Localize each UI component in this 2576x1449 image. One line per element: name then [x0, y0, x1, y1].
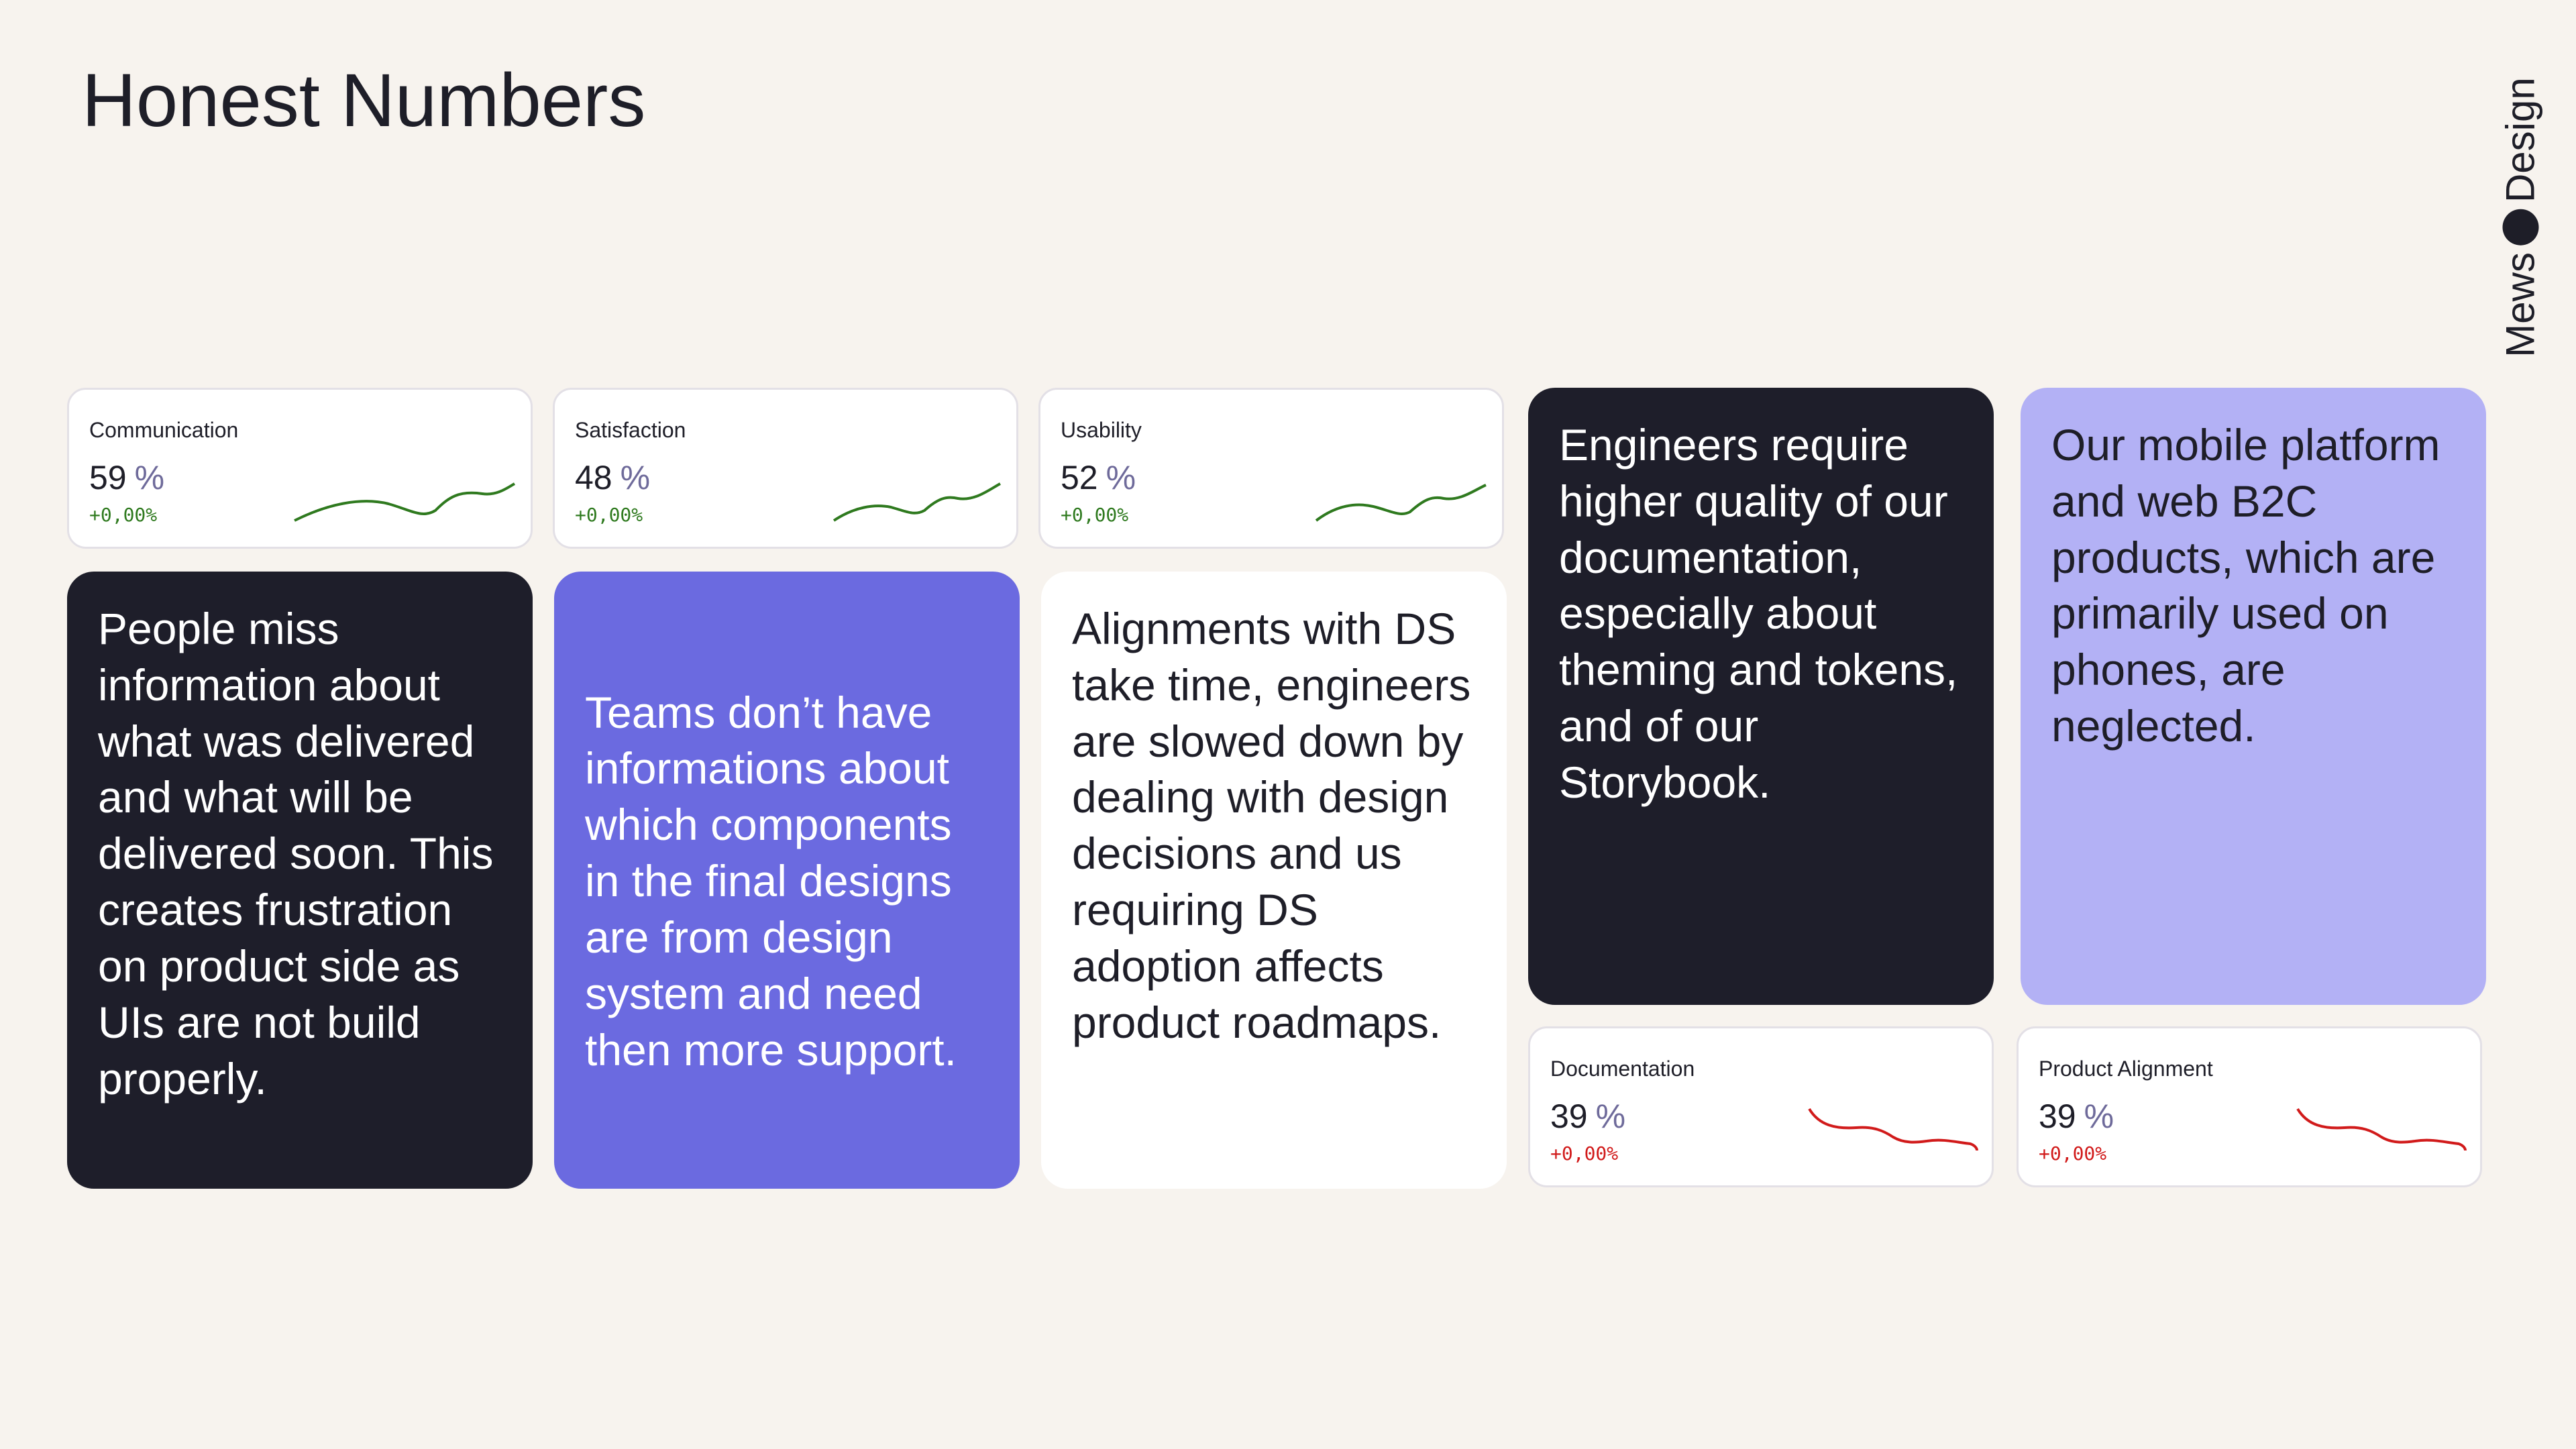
metric-unit: %: [2084, 1097, 2114, 1135]
metric-card-product-alignment: Product Alignment 39 % +0,00%: [2017, 1026, 2482, 1187]
statement-card-alignment: Alignments with DS take time, engineers …: [1041, 572, 1507, 1189]
sparkline-line: [2296, 1108, 2467, 1151]
metric-card-communication: Communication 59 % +0,00%: [67, 388, 533, 549]
metric-value: 52 %: [1061, 458, 1136, 497]
statement-card-documentation: Engineers require higher quality of our …: [1528, 388, 1994, 1005]
metric-label: Satisfaction: [575, 418, 686, 442]
sparkline-line: [833, 482, 1001, 522]
brand-logo: Mews Design: [2497, 76, 2544, 358]
metric-card-documentation: Documentation 39 % +0,00%: [1528, 1026, 1994, 1187]
brand-name-right: Design: [2498, 77, 2543, 203]
statement-text: Alignments with DS take time, engineers …: [1072, 604, 1471, 1047]
metric-change: +0,00%: [2039, 1142, 2107, 1165]
metric-number: 39: [2039, 1097, 2076, 1135]
metric-change: +0,00%: [1550, 1142, 1619, 1165]
sparkline-chart: [1808, 1108, 1978, 1151]
statement-text: Engineers require higher quality of our …: [1559, 420, 1958, 807]
metric-unit: %: [134, 459, 165, 496]
metric-unit: %: [620, 459, 651, 496]
statement-text: Teams don’t have informations about whic…: [585, 687, 957, 1075]
metric-change: +0,00%: [1061, 504, 1129, 526]
brand-name-left: Mews: [2498, 252, 2543, 358]
sparkline-line: [294, 482, 516, 522]
metric-value: 39 %: [2039, 1097, 2114, 1136]
metric-number: 48: [575, 459, 612, 496]
sparkline-chart: [1315, 484, 1487, 522]
metric-label: Usability: [1061, 418, 1142, 442]
page-title: Honest Numbers: [82, 58, 646, 142]
metric-number: 59: [89, 459, 127, 496]
metric-number: 52: [1061, 459, 1098, 496]
metric-unit: %: [1106, 459, 1136, 496]
sparkline-line: [1808, 1108, 1978, 1151]
metric-change: +0,00%: [89, 504, 158, 526]
statement-card-delivery: People miss information about what was d…: [67, 572, 533, 1189]
metric-value: 59 %: [89, 458, 164, 497]
metric-value: 48 %: [575, 458, 650, 497]
brand-dot-icon: [2502, 209, 2538, 246]
statement-text: People miss information about what was d…: [98, 604, 494, 1104]
sparkline-line: [1315, 484, 1487, 522]
statement-card-components: Teams don’t have informations about whic…: [554, 572, 1020, 1189]
metric-label: Communication: [89, 418, 239, 442]
metric-label: Product Alignment: [2039, 1057, 2213, 1081]
metric-number: 39: [1550, 1097, 1588, 1135]
sparkline-chart: [294, 482, 516, 522]
metric-value: 39 %: [1550, 1097, 1625, 1136]
sparkline-chart: [833, 482, 1001, 522]
metric-change: +0,00%: [575, 504, 643, 526]
metric-label: Documentation: [1550, 1057, 1695, 1081]
sparkline-chart: [2296, 1108, 2467, 1151]
metric-card-satisfaction: Satisfaction 48 % +0,00%: [553, 388, 1018, 549]
statement-text: Our mobile platform and web B2C products…: [2051, 420, 2440, 751]
statement-card-mobile: Our mobile platform and web B2C products…: [2021, 388, 2486, 1005]
metric-unit: %: [1595, 1097, 1626, 1135]
metric-card-usability: Usability 52 % +0,00%: [1038, 388, 1504, 549]
